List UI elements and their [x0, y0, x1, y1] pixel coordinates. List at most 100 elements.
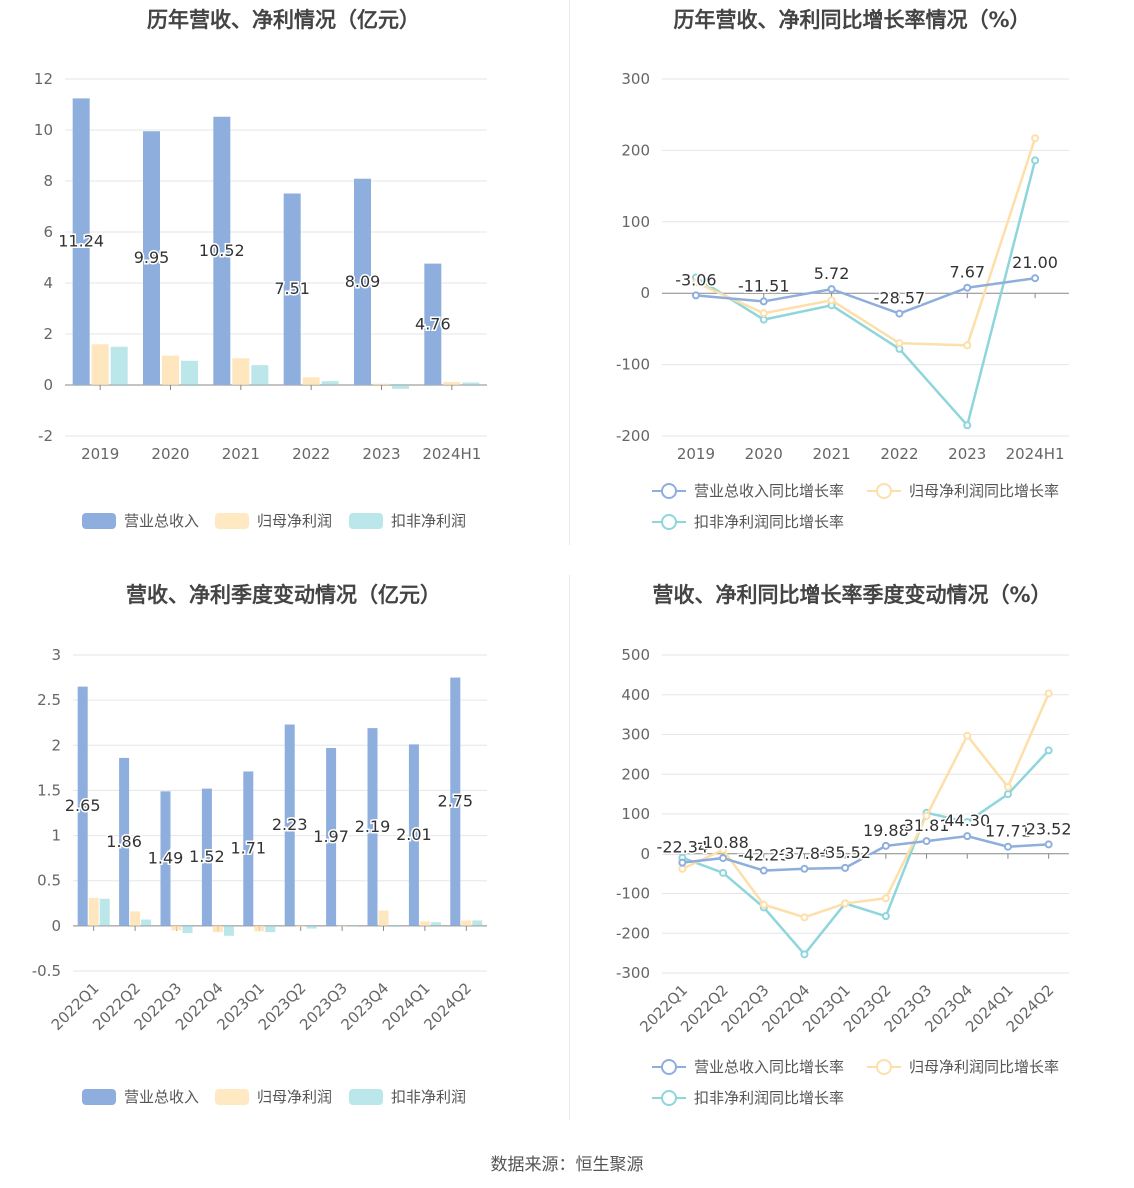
- bar-revenue: [354, 178, 371, 385]
- data-point: [1044, 746, 1053, 755]
- bar-net-profit: [232, 358, 250, 385]
- y-tick-label: 4: [43, 274, 53, 292]
- bar-deducted-profit: [110, 346, 128, 385]
- chart-title: 历年营收、净利同比增长率情况（%）: [673, 8, 1031, 32]
- data-point: [759, 309, 768, 318]
- bar-revenue: [77, 686, 88, 926]
- y-tick-label: 200: [621, 765, 650, 783]
- x-tick-label: 2023: [948, 445, 986, 463]
- series-line-net-profit: [681, 693, 1050, 919]
- legend-item-revenue-growth[interactable]: 营业总收入同比增长率: [652, 480, 844, 501]
- y-tick-label: -200: [616, 924, 650, 942]
- bar-deducted-profit: [265, 925, 276, 933]
- y-tick-label: 3: [51, 646, 61, 664]
- data-label: 9.95: [134, 248, 170, 267]
- bar-revenue: [243, 771, 254, 926]
- bar-deducted-profit: [181, 360, 198, 385]
- data-label: 4.76: [415, 314, 451, 333]
- data-point: [881, 912, 890, 921]
- data-point: [895, 309, 904, 318]
- annual-revenue-profit-panel: 历年营收、净利情况（亿元） -2 0 2 4 6 8 10 12 2019 2020 2021 202…: [0, 0, 567, 560]
- data-label: 2.19: [355, 817, 391, 836]
- legend-label: 营业总收入: [124, 1088, 200, 1106]
- data-point: [963, 731, 972, 740]
- bar-net-profit: [302, 377, 320, 385]
- bar-revenue: [424, 263, 442, 385]
- bar-revenue: [160, 791, 171, 926]
- legend-item-net-profit-growth[interactable]: 归母净利润同比增长率: [867, 1056, 1059, 1077]
- y-tick-label: 0: [640, 845, 650, 863]
- data-label: 1.52: [189, 847, 225, 866]
- x-tick-label: 2022: [880, 445, 918, 463]
- data-point: [827, 296, 836, 305]
- annual-growth-panel: 历年营收、净利同比增长率情况（%） -200 -100 0 100 200 300 2019…: [570, 0, 1134, 560]
- legend-label: 营业总收入同比增长率: [694, 1058, 845, 1076]
- bar-revenue: [367, 728, 378, 926]
- data-point: [759, 297, 768, 306]
- legend-swatch: [349, 512, 383, 529]
- data-label: 2.23: [272, 815, 308, 834]
- bar-deducted-profit: [99, 898, 110, 926]
- bar-revenue: [143, 131, 160, 385]
- quarterly-growth-panel: 营收、净利同比增长率季度变动情况（%） -300 -200 -100 0 100 200 3…: [570, 575, 1134, 1135]
- data-point: [800, 864, 809, 873]
- chart-title: 营收、净利季度变动情况（亿元）: [126, 583, 441, 607]
- legend-swatch: [82, 1088, 116, 1105]
- quarterly-revenue-profit-panel: 营收、净利季度变动情况（亿元） -0.5 0 0.5 1 1.5 2 2.5 3 2022Q1 2…: [0, 575, 567, 1135]
- x-tick-label: 2022: [292, 445, 330, 463]
- legend-item-revenue[interactable]: 营业总收入: [82, 1086, 199, 1107]
- legend-item-deducted-profit[interactable]: 扣非净利润: [349, 510, 466, 531]
- data-point: [759, 900, 768, 909]
- data-label: -28.57: [874, 289, 926, 308]
- bar-net-profit: [378, 910, 389, 926]
- y-tick-label: 0: [43, 376, 53, 394]
- bar-deducted-profit: [251, 365, 269, 385]
- legend-item-net-profit[interactable]: 归母净利润: [215, 1086, 332, 1107]
- legend-item-deducted-growth[interactable]: 扣非净利润同比增长率: [652, 511, 844, 532]
- y-tick-label: -2: [38, 427, 53, 445]
- legend-label: 扣非净利润同比增长率: [694, 1089, 845, 1107]
- legend-item-net-profit-growth[interactable]: 归母净利润同比增长率: [867, 480, 1059, 501]
- data-point: [759, 315, 768, 324]
- x-tick-label: 2020: [151, 445, 189, 463]
- legend-swatch: [867, 1058, 901, 1075]
- vertical-divider: [569, 575, 570, 1120]
- data-point: [841, 863, 850, 872]
- legend-label: 归母净利润: [257, 512, 333, 530]
- data-label: -37.84: [779, 844, 831, 863]
- bar-deducted-profit: [389, 925, 400, 927]
- bar-revenue: [201, 788, 212, 926]
- legend-item-revenue-growth[interactable]: 营业总收入同比增长率: [652, 1056, 844, 1077]
- bar-net-profit: [171, 925, 182, 931]
- legend-label: 扣非净利润: [391, 512, 467, 530]
- y-tick-label: -300: [616, 964, 650, 982]
- legend-item-deducted-profit[interactable]: 扣非净利润: [349, 1086, 466, 1107]
- data-label: 7.67: [949, 263, 985, 282]
- legend-label: 归母净利润同比增长率: [909, 482, 1060, 500]
- legend-item-revenue[interactable]: 营业总收入: [82, 510, 199, 531]
- legend-item-deducted-growth[interactable]: 扣非净利润同比增长率: [652, 1087, 844, 1108]
- y-tick-label: 1.5: [37, 781, 61, 799]
- data-label: -3.06: [675, 270, 716, 289]
- bar-revenue: [119, 757, 130, 926]
- data-point: [895, 339, 904, 348]
- quarterly-line-chart: -300-200-10001002003004005002022Q12022Q2…: [616, 646, 1073, 1036]
- data-point: [922, 811, 931, 820]
- data-source: 数据来源：恒生聚源: [490, 1155, 644, 1175]
- data-label: -42.29: [738, 846, 790, 865]
- y-tick-label: -100: [616, 356, 650, 374]
- y-tick-label: 6: [43, 223, 53, 241]
- data-point: [1003, 842, 1012, 851]
- legend-swatch: [652, 1089, 686, 1106]
- data-label: -22.34: [657, 838, 709, 857]
- legend-label: 扣非净利润同比增长率: [694, 513, 845, 531]
- legend-item-net-profit[interactable]: 归母净利润: [215, 510, 332, 531]
- data-label: 8.09: [345, 272, 381, 291]
- data-label: 2.01: [396, 825, 432, 844]
- data-point: [963, 817, 972, 826]
- y-tick-label: 2.5: [37, 691, 61, 709]
- data-point: [841, 899, 850, 908]
- bar-deducted-profit: [182, 925, 193, 934]
- bar-net-profit: [337, 925, 348, 927]
- legend-swatch: [652, 1058, 686, 1075]
